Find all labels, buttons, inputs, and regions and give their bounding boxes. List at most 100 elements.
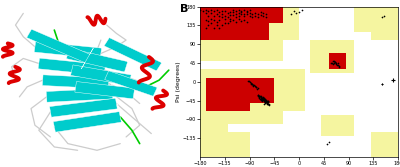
- Point: [335, 62, 341, 65]
- Point: [254, 16, 261, 19]
- Polygon shape: [27, 29, 93, 69]
- Point: [265, 103, 271, 105]
- Point: [262, 100, 269, 103]
- Point: [262, 99, 268, 101]
- Point: [330, 60, 337, 62]
- Point: [213, 13, 220, 16]
- Point: [254, 88, 260, 91]
- Point: [249, 83, 256, 85]
- Point: [210, 26, 217, 29]
- Point: [262, 101, 268, 104]
- Bar: [310, 40, 354, 73]
- Point: [230, 9, 236, 11]
- Point: [244, 21, 250, 23]
- Polygon shape: [206, 78, 274, 111]
- Point: [260, 15, 266, 17]
- Point: [219, 24, 225, 27]
- Point: [261, 98, 268, 100]
- Point: [256, 96, 262, 99]
- Bar: [211, 78, 274, 103]
- Point: [222, 10, 228, 12]
- Point: [332, 60, 338, 63]
- Point: [264, 101, 271, 103]
- Polygon shape: [46, 80, 114, 107]
- Point: [334, 64, 341, 66]
- Point: [253, 86, 259, 88]
- Point: [200, 10, 206, 12]
- Point: [266, 102, 272, 105]
- Point: [262, 101, 268, 103]
- Bar: [370, 132, 398, 157]
- Bar: [282, 69, 304, 111]
- Polygon shape: [206, 78, 250, 86]
- Polygon shape: [200, 7, 282, 40]
- Point: [241, 9, 247, 11]
- Point: [197, 9, 203, 11]
- Point: [235, 15, 242, 17]
- Point: [328, 61, 334, 64]
- Point: [254, 13, 261, 16]
- Point: [262, 98, 268, 101]
- Point: [246, 9, 253, 11]
- Point: [330, 63, 336, 66]
- Point: [260, 97, 266, 100]
- Point: [208, 12, 214, 14]
- Point: [298, 9, 305, 11]
- Point: [252, 85, 258, 87]
- Point: [262, 101, 269, 104]
- Point: [232, 16, 239, 19]
- Point: [216, 19, 222, 21]
- Point: [329, 60, 336, 63]
- Point: [250, 84, 256, 86]
- Point: [257, 98, 264, 101]
- Point: [213, 21, 220, 23]
- Point: [254, 87, 261, 90]
- Point: [230, 14, 236, 16]
- Point: [263, 99, 269, 102]
- Point: [264, 100, 271, 103]
- Point: [262, 99, 269, 102]
- Point: [264, 102, 270, 105]
- Point: [222, 18, 228, 21]
- Point: [263, 100, 269, 103]
- Point: [238, 10, 244, 12]
- Point: [261, 99, 267, 101]
- Point: [238, 10, 244, 13]
- Point: [257, 97, 263, 100]
- Bar: [228, 132, 250, 157]
- Point: [264, 101, 270, 103]
- Point: [210, 15, 217, 17]
- Point: [326, 141, 332, 144]
- Point: [260, 97, 266, 100]
- Point: [216, 26, 222, 29]
- Point: [241, 19, 247, 21]
- Point: [260, 96, 266, 99]
- Point: [235, 12, 242, 14]
- Point: [333, 61, 339, 64]
- Point: [249, 16, 256, 19]
- Point: [261, 99, 268, 102]
- Point: [244, 10, 250, 12]
- Point: [210, 19, 217, 21]
- Point: [260, 96, 266, 99]
- Point: [257, 95, 264, 98]
- Text: B: B: [180, 4, 188, 14]
- Polygon shape: [50, 90, 119, 117]
- Point: [389, 78, 396, 81]
- Point: [261, 98, 268, 101]
- Point: [227, 14, 234, 16]
- Point: [263, 101, 270, 104]
- Point: [262, 100, 269, 102]
- Point: [256, 95, 262, 97]
- Polygon shape: [104, 38, 166, 77]
- Point: [247, 82, 254, 85]
- Polygon shape: [53, 104, 123, 132]
- Text: A: A: [6, 5, 14, 15]
- Point: [258, 99, 265, 101]
- Point: [259, 100, 265, 102]
- Point: [264, 102, 270, 105]
- Point: [332, 61, 338, 64]
- Point: [213, 9, 220, 11]
- Point: [331, 62, 338, 65]
- Point: [208, 18, 214, 21]
